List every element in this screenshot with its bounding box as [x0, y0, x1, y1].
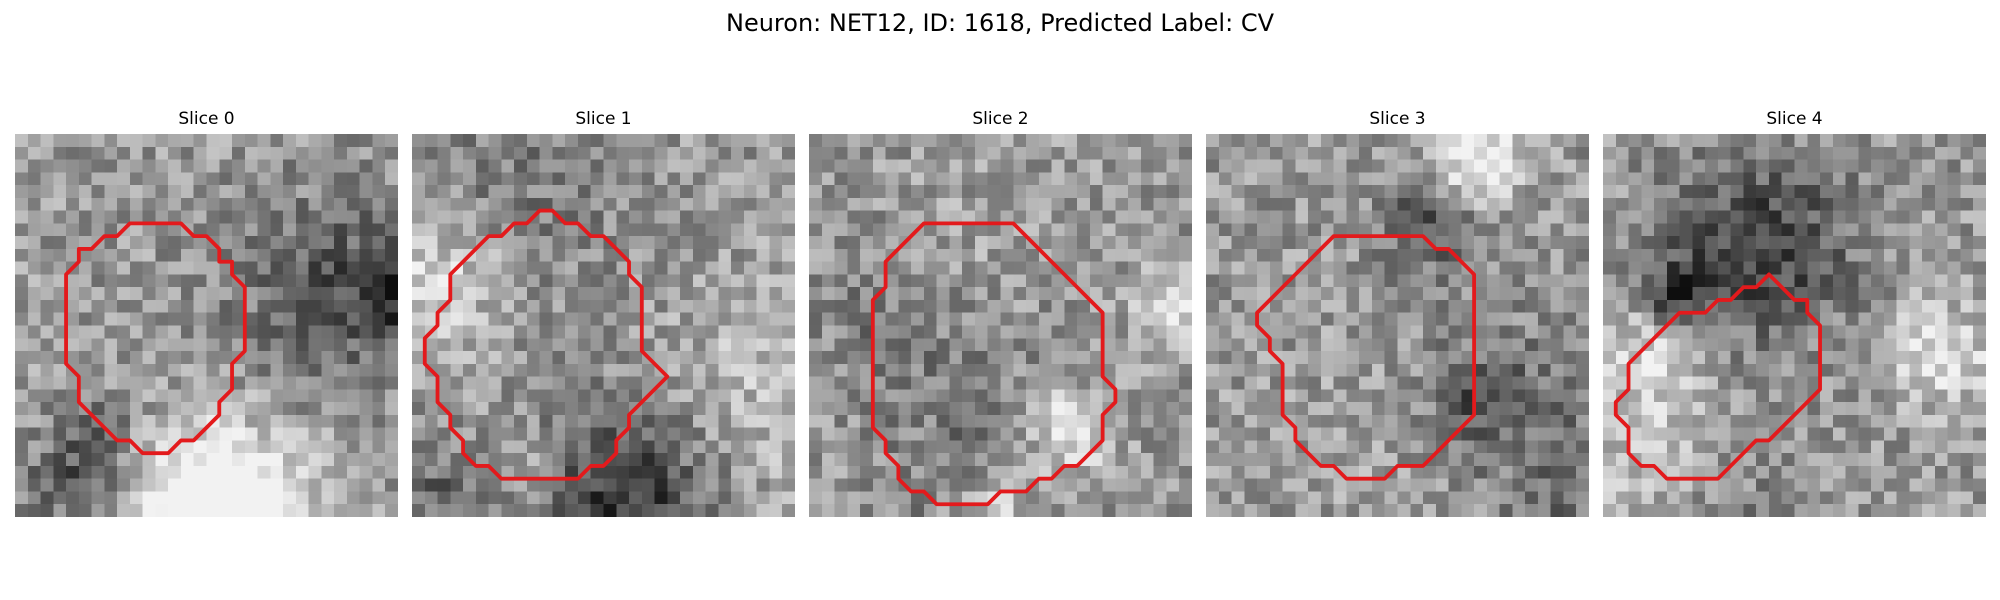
slice-title: Slice 4 [1766, 109, 1823, 129]
slice-panel-1: Slice 1 [412, 108, 795, 517]
slice-image [412, 134, 795, 517]
slice-panel-2: Slice 2 [809, 108, 1192, 517]
roi-outline [1255, 234, 1477, 481]
roi-outline [422, 208, 670, 481]
slice-title: Slice 0 [178, 109, 235, 129]
slice-image [809, 134, 1192, 517]
slice-image [15, 134, 398, 517]
slice-image [1206, 134, 1589, 517]
slice-title: Slice 1 [575, 109, 632, 129]
roi-outline [1613, 272, 1822, 481]
roi-outline [64, 221, 247, 456]
figure-title: Neuron: NET12, ID: 1618, Predicted Label… [726, 9, 1274, 37]
slice-title: Slice 2 [972, 109, 1029, 129]
slice-panel-3: Slice 3 [1206, 108, 1589, 517]
slice-panel-0: Slice 0 [15, 108, 398, 517]
slice-panel-4: Slice 4 [1603, 108, 1986, 517]
slice-title: Slice 3 [1369, 109, 1426, 129]
slice-image [1603, 134, 1986, 517]
roi-outline [870, 221, 1118, 507]
